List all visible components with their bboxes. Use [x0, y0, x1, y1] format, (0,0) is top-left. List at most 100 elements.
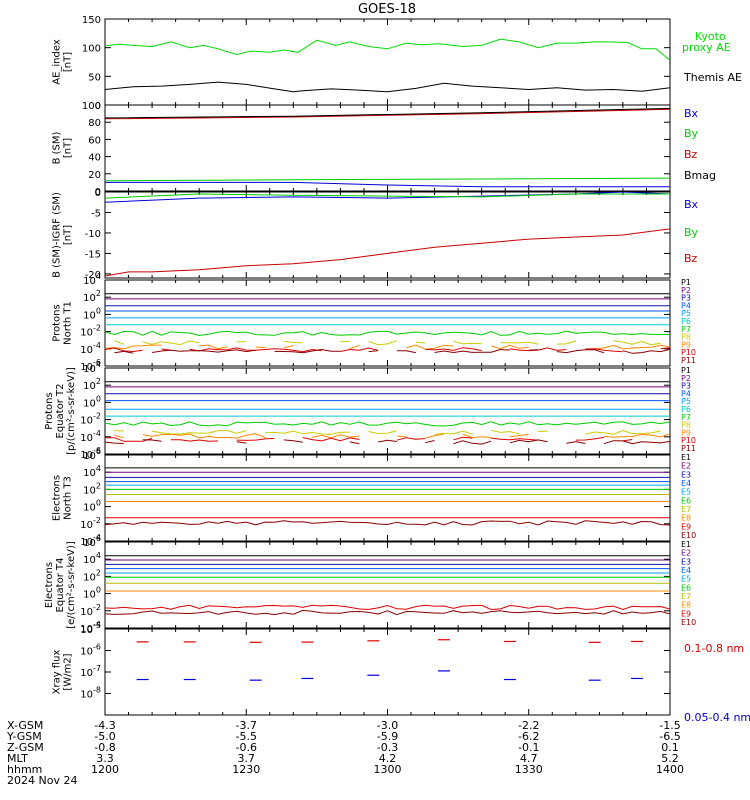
series-line: [105, 108, 670, 120]
legend-label: proxy AE: [682, 41, 731, 54]
legend-label: E8: [681, 514, 691, 523]
legend-label: P6: [681, 405, 691, 414]
series-line: [490, 429, 520, 435]
series-line: [283, 345, 294, 349]
series-line: [425, 440, 435, 444]
series-line: [585, 348, 623, 353]
panel-b_igrf: -20 -15 -10 -5 0 B (SM)-IGRF (SM) [nT] Bx By Bz: [52, 188, 699, 281]
y-tick-label: 10-4: [80, 429, 101, 444]
legend-label: P9: [681, 428, 691, 437]
series-line: [349, 441, 360, 445]
series-line: [603, 440, 670, 445]
y-tick-label: 10-4: [80, 341, 101, 356]
series-line: [283, 439, 303, 443]
series-line: [105, 177, 670, 182]
axis-row-value: 1300: [374, 763, 402, 776]
series-line: [378, 439, 397, 443]
y-tick-label: 0: [95, 188, 101, 199]
axis-row-value: -2.2: [518, 719, 539, 732]
y-tick-label: 104: [83, 551, 101, 566]
axis-row-value: -3.0: [377, 719, 398, 732]
legend-label: Kyoto: [695, 30, 726, 43]
legend-label: E4: [681, 566, 691, 575]
legend-label: P3: [681, 382, 691, 391]
series-line: [312, 434, 360, 439]
y-tick-label: 10-7: [80, 664, 101, 679]
legend-label: E6: [681, 496, 691, 505]
y-tick-label: 100: [82, 101, 101, 112]
y-axis-label: B (SM): [52, 131, 63, 164]
y-tick-label: 150: [82, 15, 101, 26]
y-axis-label: North T1: [63, 301, 74, 345]
series-line: [406, 344, 454, 350]
legend-label: 0.05-0.4 nm: [684, 711, 750, 724]
legend-label: Bx: [684, 107, 699, 120]
legend-label: P6: [681, 317, 691, 326]
legend-label: P8: [681, 333, 691, 342]
series-line: [425, 433, 445, 439]
series-line: [105, 193, 670, 199]
series-line: [490, 344, 529, 350]
legend-label: P4: [681, 301, 691, 310]
legend-label: E9: [681, 522, 691, 531]
axis-row-value: -6.5: [659, 730, 680, 743]
y-tick-label: 10-2: [80, 412, 101, 427]
y-axis-label: Equator T4: [55, 558, 66, 613]
series-line: [105, 107, 670, 119]
legend-label: P10: [681, 436, 696, 445]
axis-row-value: 3.3: [96, 752, 114, 765]
y-tick-label: 10-8: [80, 686, 101, 701]
legend-label: P5: [681, 309, 691, 318]
y-tick-label: 10-2: [80, 603, 101, 618]
series-line: [105, 192, 670, 203]
series-line: [199, 344, 228, 350]
legend-label: E10: [681, 618, 696, 627]
legend-label: P10: [681, 348, 696, 357]
series-line: [509, 439, 548, 444]
series-line: [575, 436, 605, 441]
axis-row-value: -5.0: [94, 730, 115, 743]
axis-row-label: X-GSM: [7, 719, 43, 732]
series-line: [142, 340, 200, 346]
legend-label: P8: [681, 421, 691, 430]
series-line: [556, 349, 605, 354]
series-line: [349, 344, 360, 350]
y-tick-label: 0: [95, 101, 101, 112]
legend-label: P11: [681, 356, 696, 365]
series-line: [105, 330, 670, 337]
y-tick-label: -15: [85, 249, 101, 260]
series-line: [453, 340, 482, 345]
legend-label: E5: [681, 575, 691, 584]
series-line: [434, 430, 473, 435]
legend-label: Bz: [684, 252, 698, 265]
y-tick-label: 102: [83, 377, 101, 392]
series-line: [105, 38, 670, 61]
axis-row-value: 1330: [515, 763, 543, 776]
y-axis-label: [p/(cm²-s-sr-keV)]: [66, 367, 77, 455]
y-tick-label: 60: [88, 135, 101, 146]
y-axis-label: [nT]: [63, 225, 74, 245]
y-tick-label: 80: [88, 118, 101, 129]
legend-label: P5: [681, 397, 691, 406]
series-line: [613, 340, 661, 346]
series-line: [152, 349, 256, 353]
y-tick-label: 0: [95, 187, 101, 198]
axis-row-value: -1.5: [659, 719, 680, 732]
legend-label: P11: [681, 444, 696, 453]
series-line: [170, 439, 219, 442]
series-line: [528, 349, 539, 351]
series-line: [425, 347, 482, 352]
panel-frame: [104, 541, 671, 629]
series-line: [491, 437, 539, 441]
y-tick-label: 40: [88, 153, 101, 164]
series-line: [556, 340, 576, 345]
y-axis-label: AE_index: [52, 39, 63, 85]
axis-row-value: 1400: [656, 763, 684, 776]
series-line: [255, 346, 266, 349]
y-tick-label: 100: [83, 394, 101, 409]
series-line: [142, 439, 162, 442]
y-axis-label: Electrons: [44, 562, 55, 608]
